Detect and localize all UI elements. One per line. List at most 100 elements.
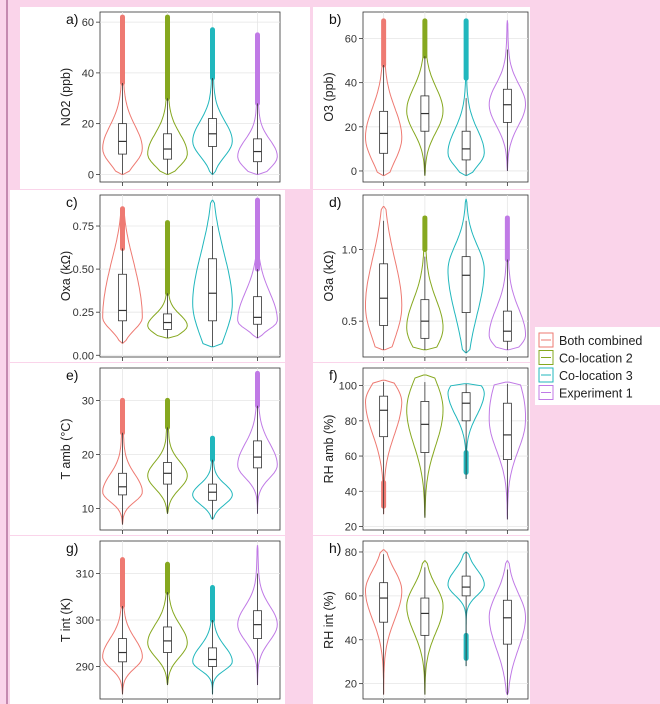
y-tick-label: 0.00: [73, 350, 94, 362]
plot-area: [362, 540, 529, 700]
y-tick-label: 20: [345, 679, 357, 691]
panel-a: 0 20 40 60 NO2 (ppb) a): [20, 7, 310, 189]
box-iqr: [208, 647, 217, 667]
y-tick-label: 60: [345, 33, 357, 45]
legend-label: Experiment 1: [559, 387, 633, 401]
y-tick-label: 40: [82, 68, 94, 80]
panel-letter: h): [329, 540, 341, 556]
y-tick-label: 60: [345, 451, 357, 463]
panel-b: 0 20 40 60 O3 (ppb) b): [313, 7, 530, 189]
y-tick-label: 290: [76, 661, 94, 673]
y-tick-label: 20: [345, 122, 357, 134]
box-iqr: [379, 395, 389, 438]
box-iqr: [118, 638, 127, 663]
legend: Both combined Co-location 2 Co-location 3 E…: [535, 327, 660, 405]
violin-shape: [365, 206, 403, 351]
y-tick-label: 30: [82, 395, 94, 407]
y-tick-label: 0.25: [73, 307, 94, 319]
panel-letter: e): [66, 367, 78, 383]
panel-letter: b): [329, 11, 341, 27]
y-tick-label: 80: [345, 416, 357, 428]
box-iqr: [461, 575, 471, 597]
box-iqr: [118, 273, 127, 322]
violin-shape: [488, 381, 526, 520]
box-iqr: [379, 263, 389, 326]
plot-area: [99, 194, 281, 358]
y-tick-label: 20: [345, 521, 357, 533]
box-iqr: [253, 440, 262, 469]
panel-c: 0.00 0.25 0.50 0.75 Oxa (kΩ) c): [10, 190, 285, 362]
y-axis-title: RH amb (%): [322, 415, 336, 484]
y-tick-label: 300: [76, 615, 94, 627]
box-iqr: [461, 392, 471, 422]
panel-letter: a): [66, 11, 78, 27]
y-tick-label: 60: [82, 17, 94, 29]
box-iqr: [163, 626, 172, 653]
y-tick-label: 40: [345, 635, 357, 647]
y-tick-label: 0: [88, 169, 94, 181]
violin-shape: [406, 374, 444, 518]
box-iqr: [420, 597, 430, 636]
box-iqr: [461, 130, 471, 161]
violin-shape: [488, 20, 527, 172]
y-tick-label: 80: [345, 547, 357, 559]
box-iqr: [208, 118, 217, 147]
violin-shape: [192, 199, 233, 348]
box-iqr: [163, 313, 172, 330]
box-iqr: [502, 402, 512, 460]
plot-area: [362, 367, 529, 531]
y-axis-title: T int (K): [59, 598, 73, 642]
y-tick-label: 20: [82, 449, 94, 461]
panel-e: 10 20 30 T amb (°C) e): [10, 363, 285, 535]
box-iqr: [118, 123, 127, 155]
violin-shape: [364, 379, 403, 515]
legend-label: Co-location 3: [559, 369, 633, 383]
y-tick-label: 1.0: [342, 244, 357, 256]
box-iqr: [420, 401, 430, 453]
violin-shape: [488, 560, 526, 696]
y-tick-label: 40: [345, 78, 357, 90]
y-axis-title: RH int (%): [322, 591, 336, 649]
y-tick-label: 20: [82, 119, 94, 131]
plot-area: [362, 194, 529, 358]
y-tick-label: 100: [339, 381, 357, 393]
violin-shape: [406, 560, 444, 695]
violin-shape: [447, 198, 485, 354]
legend-label: Both combined: [559, 334, 642, 348]
panel-letter: f): [329, 367, 338, 383]
plot-area: [99, 11, 281, 183]
panel-f: 20 40 60 80 100 RH amb (%) f): [313, 363, 530, 535]
box-iqr: [253, 296, 262, 325]
y-axis-title: Oxa (kΩ): [59, 251, 73, 301]
y-tick-label: 0.75: [73, 221, 94, 233]
y-tick-label: 60: [345, 591, 357, 603]
violin-shape: [237, 545, 278, 686]
y-tick-label: 0.50: [73, 264, 94, 276]
box-iqr: [502, 88, 512, 123]
y-tick-label: 0.5: [342, 316, 357, 328]
box-iqr: [163, 133, 172, 160]
box-iqr: [253, 138, 262, 163]
y-tick-label: 10: [82, 503, 94, 515]
plot-area: [99, 367, 281, 531]
violin-shape: [447, 383, 485, 479]
y-axis-title: T amb (°C): [59, 418, 73, 479]
plot-area: [362, 11, 529, 183]
box-iqr: [379, 110, 389, 154]
box-iqr: [502, 310, 512, 342]
panel-d: 0.5 1.0 O3a (kΩ) d): [313, 190, 530, 362]
y-tick-label: 310: [76, 569, 94, 581]
legend-label: Co-location 2: [559, 352, 633, 366]
box-iqr: [118, 472, 127, 496]
panel-g: 290 300 310 T int (K) g): [10, 536, 285, 704]
y-axis-title: O3 (ppb): [322, 72, 336, 121]
y-tick-label: 40: [345, 486, 357, 498]
box-iqr: [461, 256, 471, 313]
box-iqr: [379, 582, 389, 623]
panel-letter: c): [66, 194, 78, 210]
y-axis-title: NO2 (ppb): [59, 68, 73, 126]
page-edge-line: [6, 0, 8, 704]
y-axis-title: O3a (kΩ): [322, 250, 336, 301]
panel-letter: d): [329, 194, 341, 210]
violin-shape: [365, 549, 403, 695]
